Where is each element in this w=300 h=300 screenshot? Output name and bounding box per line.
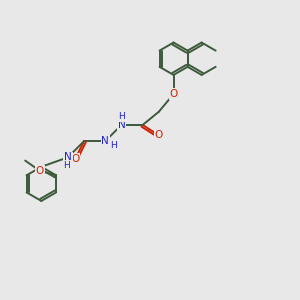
Text: O: O xyxy=(155,130,163,140)
Text: N: N xyxy=(101,136,109,146)
Text: N: N xyxy=(64,152,72,162)
Text: O: O xyxy=(71,154,79,164)
Text: N: N xyxy=(118,120,125,130)
Text: H: H xyxy=(110,141,117,150)
Text: H: H xyxy=(63,161,70,170)
Text: O: O xyxy=(36,166,44,176)
Text: O: O xyxy=(169,89,178,99)
Text: H: H xyxy=(118,112,125,121)
